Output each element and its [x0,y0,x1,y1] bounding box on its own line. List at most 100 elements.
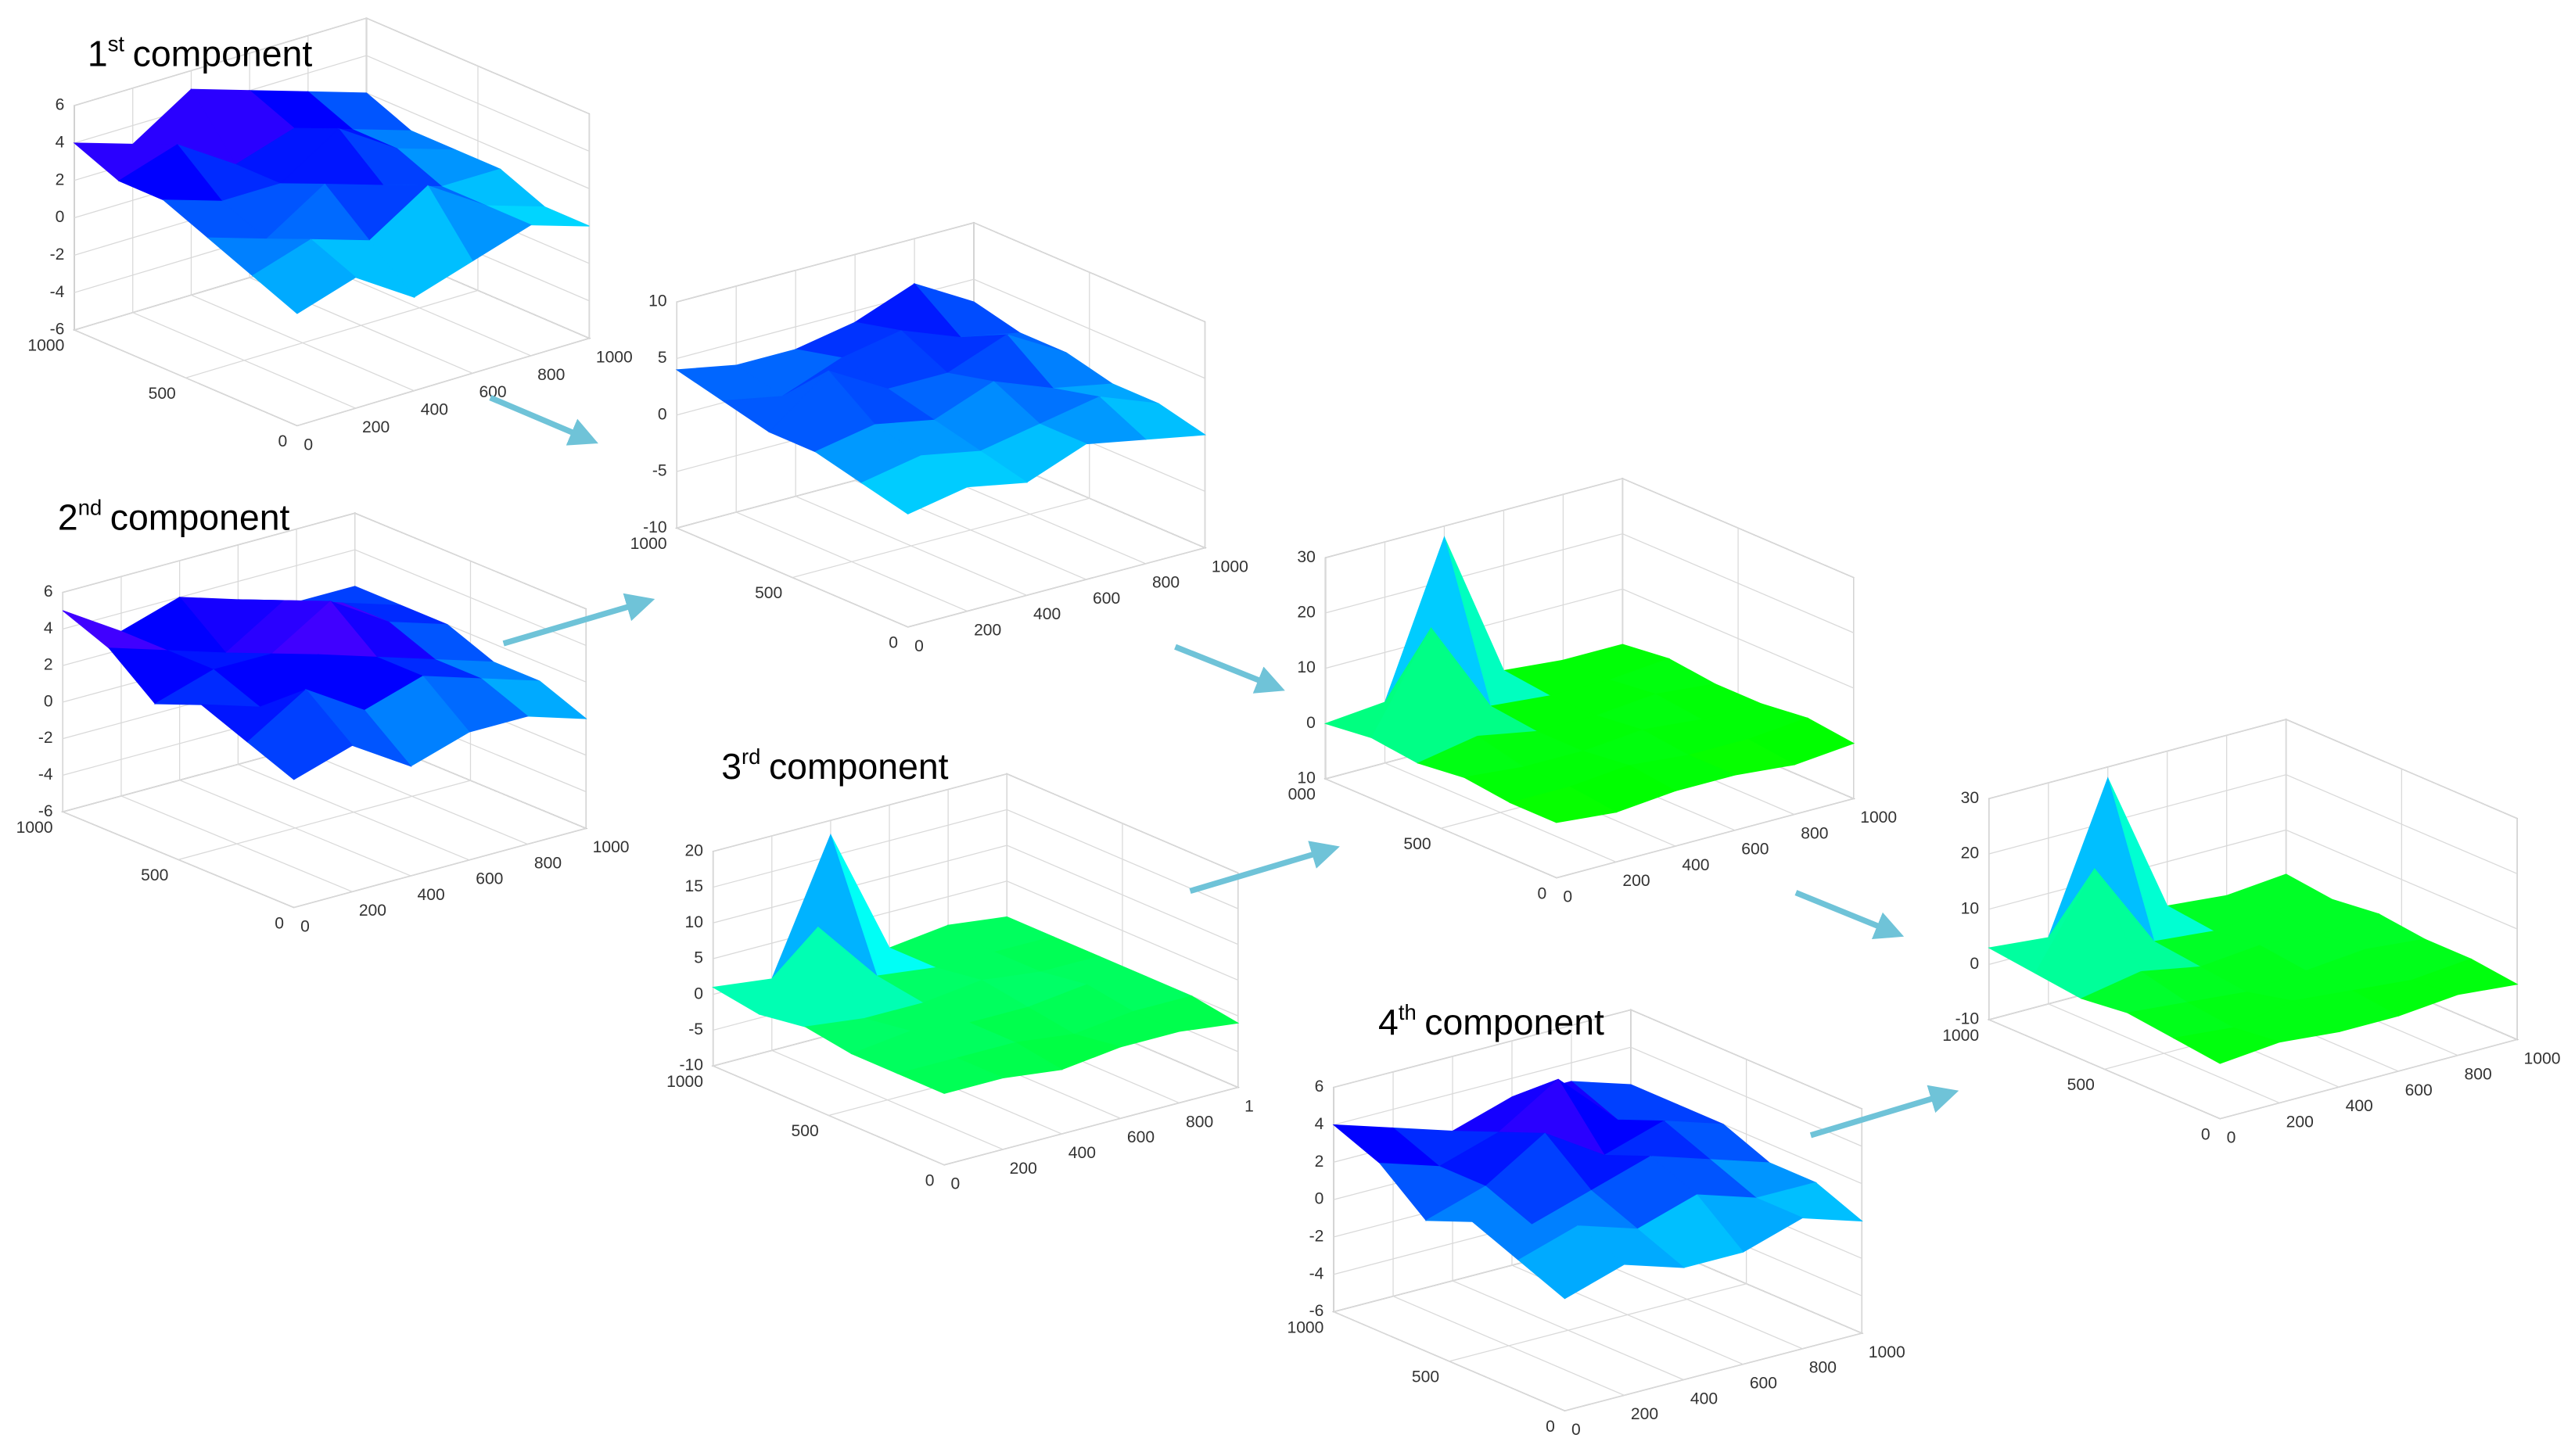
arrow [1174,644,1285,694]
x-tick-label: 400 [1033,605,1061,623]
z-tick-label: 15 [685,877,703,895]
x-tick-label: 1000 [1860,809,1897,827]
x-tick-label: 400 [1682,856,1709,874]
z-tick-label: 0 [1306,714,1316,732]
z-tick-label: 6 [56,96,65,114]
z-tick-label: -2 [50,246,65,264]
y-tick-label: 1000 [630,535,667,553]
y-tick-label: 0 [1546,1418,1555,1436]
x-tick-label: 0 [1563,888,1572,906]
y-tick-label: 500 [141,866,168,884]
grid-line [63,512,587,610]
x-tick-label: 400 [1690,1390,1718,1408]
x-tick-label: 800 [2465,1066,2492,1084]
z-tick-label: 20 [1297,604,1315,622]
z-tick-label: 10 [1297,658,1315,676]
surface-patch [1517,1225,1625,1300]
title-number: 3 [721,746,742,787]
z-tick-label: 10 [1297,769,1315,787]
title-number: 1 [88,33,108,74]
z-tick-label: -4 [1309,1264,1324,1282]
x-tick-label: 400 [421,401,448,419]
x-tick-label: 800 [537,366,565,384]
arrow [1189,841,1340,895]
x-tick-label: 1000 [1212,558,1248,576]
z-tick-label: 2 [1315,1153,1324,1171]
x-tick-label: 0 [1571,1421,1581,1439]
arrow [502,593,655,647]
y-tick-label: 000 [1288,786,1316,804]
x-tick-label: 800 [1152,574,1180,592]
title-text: component [133,33,313,74]
x-tick-label: 0 [2227,1129,2236,1147]
x-tick-label: 0 [914,637,924,655]
z-tick-label: 2 [44,656,53,674]
y-tick-label: 500 [149,385,176,403]
y-tick-label: 0 [925,1171,935,1189]
surface-patch [896,1057,1004,1094]
x-tick-label: 200 [974,622,1001,640]
y-tick-label: 500 [1403,835,1431,853]
x-tick-label: 200 [362,418,390,436]
arrow [489,395,598,446]
title-text: component [110,497,290,537]
z-tick-label: 6 [1315,1078,1324,1096]
arrows [489,395,1959,1139]
title-number: 2 [58,497,78,537]
title-superscript: th [1399,1000,1417,1024]
grid-line [1325,478,1855,579]
y-tick-label: 1000 [16,819,53,837]
grid-line [1988,774,2518,874]
z-tick-label: -5 [652,462,667,480]
grid-line [677,278,1205,379]
z-tick-label: 30 [1961,789,1979,807]
surface-patch [246,689,354,780]
x-tick-label: 400 [2346,1097,2373,1115]
chart-title: 1st component [88,31,312,74]
chart-title: 2nd component [58,495,290,537]
z-tick-label: 5 [658,349,667,367]
y-tick-label: 500 [2067,1076,2095,1094]
y-tick-label: 500 [792,1122,819,1140]
z-tick-label: -4 [38,766,53,784]
z-tick-label: 0 [1970,955,1979,973]
x-tick-label: 600 [2405,1081,2433,1099]
x-tick-label: 1000 [593,838,630,856]
x-tick-label: 800 [534,854,562,872]
x-tick-label: 600 [476,870,503,888]
z-tick-label: -10 [680,1056,703,1074]
grid-line [677,222,1205,323]
arrow [1794,890,1905,939]
grid-line [1325,533,1855,633]
x-tick-label: 0 [303,436,313,454]
z-tick-label: 20 [1961,845,1979,862]
y-tick-label: 0 [2201,1125,2210,1143]
surface-patch [2172,1027,2281,1064]
title-text: component [1424,1002,1604,1042]
grid-line [1333,1046,1862,1147]
x-tick-label: 1000 [2524,1049,2561,1067]
x-tick-label: 600 [1741,841,1769,859]
x-tick-label: 600 [1093,590,1120,608]
grid-line [713,773,1238,873]
y-tick-label: 0 [1538,884,1547,902]
y-tick-label: 0 [275,914,284,932]
y-tick-label: 500 [755,584,782,602]
title-number: 4 [1378,1002,1399,1042]
x-tick-label: 200 [1631,1405,1658,1423]
z-tick-label: -4 [50,283,65,301]
z-tick-label: -6 [1309,1302,1324,1320]
grid-line [1333,1009,1862,1110]
title-text: component [769,746,949,787]
z-tick-label: -10 [1955,1010,1980,1028]
x-tick-label: 0 [300,917,310,935]
x-tick-label: 1000 [596,348,633,366]
z-tick-label: -10 [643,518,667,536]
